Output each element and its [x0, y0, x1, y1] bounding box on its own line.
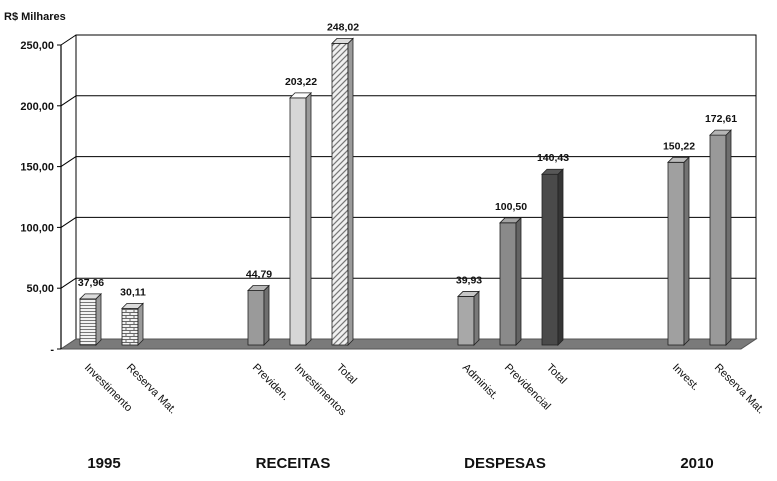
- bar-side: [95, 292, 102, 346]
- data-label: 248,02: [327, 21, 359, 33]
- bar-top: [667, 156, 690, 163]
- side-wall-gridline: [60, 216, 77, 228]
- category-label: Total: [544, 362, 569, 387]
- bar-front: [457, 296, 475, 346]
- bar-side: [683, 156, 690, 346]
- y-axis: - 50,00 100,00 150,00 200,00 250,00: [20, 40, 62, 356]
- bar: [289, 91, 312, 346]
- bar-front: [79, 298, 97, 346]
- bar: [121, 302, 144, 346]
- side-wall-gridline: [60, 156, 77, 168]
- data-label: 44,79: [246, 269, 272, 281]
- bar-side: [557, 168, 564, 346]
- data-label: 39,93: [456, 274, 482, 286]
- data-labels: 37,96 30,11 44,79 203,22 248,02 39,93 100,50 14…: [78, 21, 737, 298]
- bar-front: [289, 97, 307, 346]
- group-label: RECEITAS: [256, 455, 331, 472]
- gridlines: [59, 34, 758, 350]
- bar: [331, 37, 354, 346]
- bar-front: [121, 307, 139, 346]
- bar-side: [347, 37, 354, 346]
- category-label: Total: [334, 362, 359, 387]
- data-label: 140,43: [537, 152, 569, 164]
- bar-front: [247, 290, 265, 346]
- bar: [79, 292, 102, 346]
- category-label: Reserva Mat.: [712, 362, 767, 417]
- category-label: Reserva Mat.: [124, 362, 179, 417]
- bar-front: [709, 134, 727, 346]
- data-label: 172,61: [705, 113, 737, 125]
- bar-side: [305, 91, 312, 346]
- category-label: Invest.: [670, 362, 701, 393]
- side-wall-gridline: [60, 95, 77, 107]
- bar-front: [331, 43, 349, 346]
- bar-top: [331, 38, 354, 44]
- y-tick-label: 100,00: [20, 222, 54, 234]
- back-wall: [75, 34, 757, 340]
- data-label: 30,11: [120, 286, 146, 298]
- bar-side: [515, 216, 522, 346]
- bar: [541, 168, 564, 346]
- y-tick-label: 250,00: [20, 40, 54, 52]
- y-tick-label: -: [50, 344, 54, 356]
- group-label: 1995: [87, 455, 120, 472]
- data-label: 150,22: [663, 140, 695, 152]
- y-unit-label: R$ Milhares: [4, 11, 66, 23]
- bar-side: [263, 284, 270, 346]
- bar-top: [79, 293, 102, 300]
- bar-top: [247, 285, 270, 291]
- bar-top: [541, 168, 564, 175]
- bar-top: [121, 302, 144, 309]
- bar-top: [709, 129, 732, 136]
- bar: [247, 284, 270, 346]
- group-labels: 1995 RECEITAS DESPESAS 2010: [87, 455, 713, 472]
- y-tick-label: 50,00: [26, 283, 54, 295]
- bar-front: [499, 222, 517, 346]
- bar-top: [499, 217, 522, 224]
- chart-floor: [59, 338, 758, 350]
- bar: [667, 156, 690, 346]
- bar: [457, 290, 480, 346]
- bar-side: [473, 290, 480, 346]
- category-label: Previden.: [250, 362, 291, 403]
- bar-side: [137, 302, 144, 346]
- bar-top: [457, 291, 480, 297]
- data-label: 203,22: [285, 76, 317, 88]
- group-label: 2010: [680, 455, 713, 472]
- bar-front: [541, 173, 559, 346]
- bar: [499, 216, 522, 346]
- side-wall-gridline: [60, 277, 77, 289]
- side-wall-gridline: [60, 34, 77, 46]
- bars: [79, 37, 732, 346]
- data-label: 37,96: [78, 277, 104, 289]
- bar-top: [289, 92, 312, 99]
- group-label: DESPESAS: [464, 455, 546, 472]
- data-label: 100,50: [495, 201, 527, 213]
- bar-front: [667, 161, 685, 346]
- bar-side: [725, 129, 732, 346]
- y-tick-label: 200,00: [20, 101, 54, 113]
- bar: [709, 129, 732, 346]
- category-label: Administ.: [460, 362, 500, 402]
- y-tick-label: 150,00: [20, 162, 54, 174]
